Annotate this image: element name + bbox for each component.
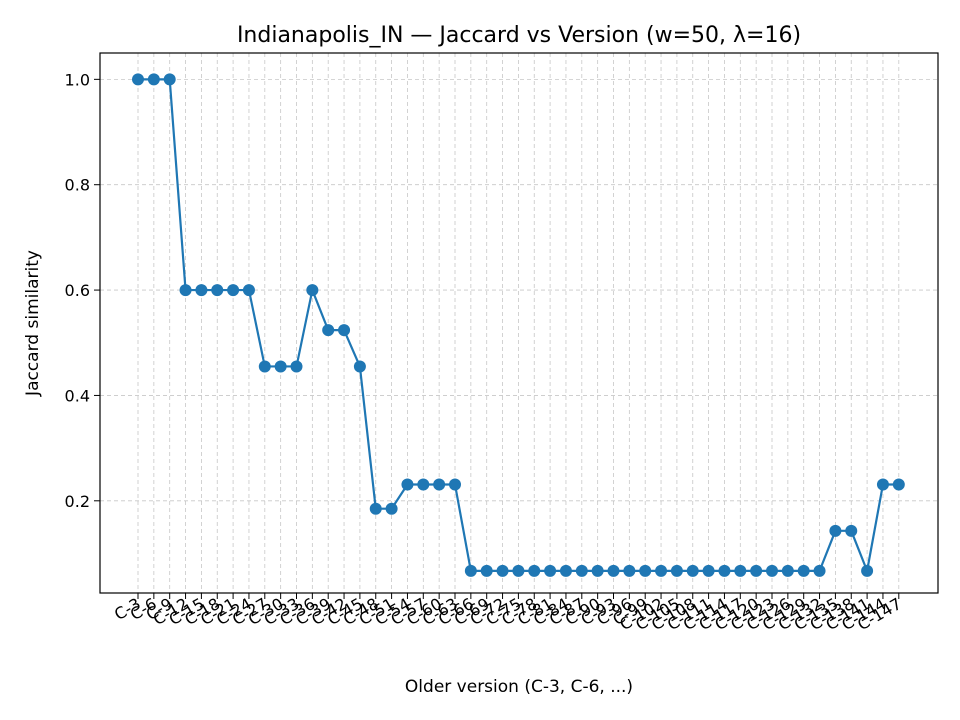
data-point <box>274 360 287 373</box>
data-point <box>639 564 652 577</box>
data-point <box>876 478 889 491</box>
data-point <box>702 564 715 577</box>
data-point <box>813 564 826 577</box>
data-point <box>433 478 446 491</box>
series <box>132 73 905 577</box>
data-point <box>417 478 430 491</box>
data-point <box>861 564 874 577</box>
data-point <box>338 324 351 337</box>
data-point <box>449 478 461 491</box>
data-point <box>496 564 509 577</box>
data-point <box>242 284 255 297</box>
data-point <box>829 524 842 537</box>
data-point <box>258 360 271 373</box>
data-point <box>845 524 858 537</box>
data-point <box>655 564 668 577</box>
data-point <box>132 73 144 86</box>
data-point <box>179 284 192 297</box>
data-point <box>369 502 382 515</box>
data-point <box>227 284 240 297</box>
y-tick-label: 0.2 <box>65 492 90 511</box>
x-axis-label: Older version (C-3, C-6, ...) <box>405 677 633 697</box>
data-point <box>750 564 763 577</box>
data-point <box>544 564 557 577</box>
data-point <box>892 478 905 491</box>
data-point <box>480 564 493 577</box>
data-point <box>290 360 303 373</box>
data-point <box>322 324 335 337</box>
x-ticks: C-3C-6C-9C-12C-15C-18C-21C-24C-27C-30C-3… <box>111 593 905 634</box>
data-point <box>163 73 176 86</box>
data-point <box>512 564 525 577</box>
y-tick-label: 0.6 <box>65 281 90 300</box>
data-point <box>528 564 541 577</box>
data-point <box>797 564 810 577</box>
data-point <box>766 564 778 577</box>
data-point <box>575 564 588 577</box>
data-point <box>353 360 366 373</box>
data-point <box>401 478 414 491</box>
data-point <box>211 284 224 297</box>
y-tick-label: 1.0 <box>65 70 90 89</box>
data-point <box>686 564 699 577</box>
y-tick-label: 0.4 <box>65 386 90 405</box>
chart-title: Indianapolis_IN — Jaccard vs Version (w=… <box>237 23 801 48</box>
data-point <box>559 564 572 577</box>
data-point <box>591 564 604 577</box>
data-point <box>306 284 319 297</box>
data-point <box>195 284 208 297</box>
plot-frame <box>99 52 939 594</box>
y-ticks: 0.2 0.4 0.6 0.8 1.0 <box>65 70 100 511</box>
data-point <box>734 564 747 577</box>
data-point <box>147 73 160 86</box>
data-point <box>607 564 620 577</box>
y-axis-label: Jaccard similarity <box>23 250 43 397</box>
y-tick-label: 0.8 <box>65 176 90 195</box>
data-point <box>670 564 683 577</box>
data-point <box>464 564 477 577</box>
data-point <box>781 564 794 577</box>
data-point <box>718 564 731 577</box>
data-point <box>623 564 636 577</box>
data-point <box>385 502 398 515</box>
